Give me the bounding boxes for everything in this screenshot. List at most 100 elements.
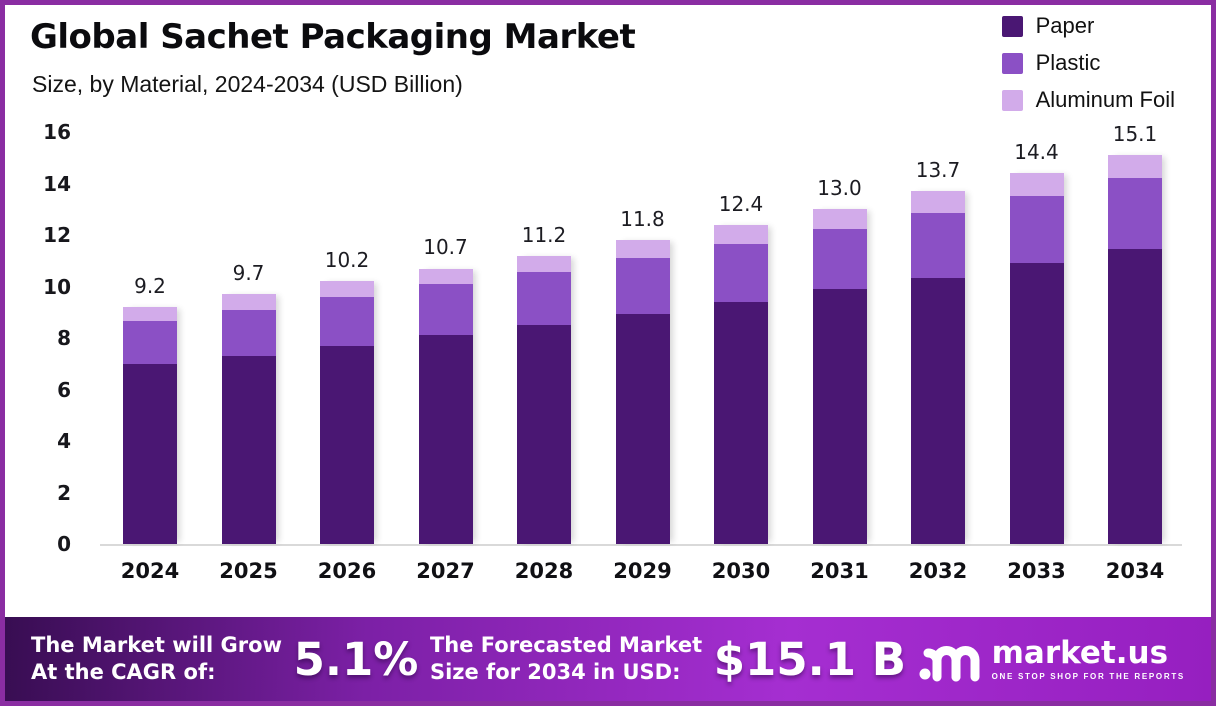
bar-2024 xyxy=(123,307,177,544)
bar-segment-plastic xyxy=(221,309,276,357)
legend-label: Paper xyxy=(1035,13,1095,38)
cagr-value: 5.1% xyxy=(293,632,419,686)
brand-logo: market.us ONE STOP SHOP FOR THE REPORTS xyxy=(918,632,1185,686)
bar-total-label: 9.7 xyxy=(232,261,265,286)
bar-segment-plastic xyxy=(517,272,571,326)
y-tick-label: 16 xyxy=(43,120,71,144)
x-tick-label: 2024 xyxy=(120,559,180,583)
bar-segment-aluminum-foil xyxy=(517,255,571,273)
bar-segment-paper xyxy=(1009,263,1064,544)
bar-segment-paper xyxy=(221,356,276,544)
bar-segment-aluminum-foil xyxy=(615,240,670,259)
x-tick-label: 2027 xyxy=(416,559,475,583)
bar-segment-aluminum-foil xyxy=(911,191,965,214)
page-subtitle: Size, by Material, 2024-2034 (USD Billio… xyxy=(32,71,463,97)
bar-segment-aluminum-foil xyxy=(221,294,276,310)
bar-total-label: 9.2 xyxy=(134,274,166,299)
paper-swatch-icon xyxy=(1001,15,1023,37)
bar-segment-paper xyxy=(517,325,571,544)
bar-segment-paper xyxy=(714,301,768,544)
x-tick-label: 2025 xyxy=(219,559,278,583)
bar-segment-plastic xyxy=(123,321,177,364)
x-tick-label: 2028 xyxy=(514,559,574,583)
x-tick-label: 2032 xyxy=(908,559,968,583)
y-tick-label: 10 xyxy=(43,274,71,299)
market-us-m-icon xyxy=(918,632,982,686)
y-tick-label: 14 xyxy=(43,171,71,196)
bar-2034 xyxy=(1108,155,1162,544)
x-tick-label: 2033 xyxy=(1007,559,1066,583)
forecast-value: $15.1 B xyxy=(713,632,907,686)
bar-total-label: 14.4 xyxy=(1014,140,1059,165)
y-tick-label: 4 xyxy=(57,429,71,453)
legend: Paper Plastic Aluminum Foil xyxy=(1001,13,1175,113)
bar-total-label: 10.7 xyxy=(423,235,468,260)
aluminum-foil-swatch-icon xyxy=(1001,89,1023,111)
bar-segment-plastic xyxy=(1108,178,1162,250)
bar-total-label: 11.2 xyxy=(521,222,567,247)
x-tick-label: 2034 xyxy=(1105,559,1165,583)
bar-total-label: 11.8 xyxy=(620,207,665,232)
bar-2027 xyxy=(418,268,473,544)
brand-text: market.us ONE STOP SHOP FOR THE REPORTS xyxy=(991,634,1185,681)
bar-segment-paper xyxy=(911,277,965,544)
bar-2026 xyxy=(320,281,374,544)
brand-tagline: ONE STOP SHOP FOR THE REPORTS xyxy=(991,671,1185,681)
bar-total-label: 15.1 xyxy=(1112,122,1158,147)
bar-2025 xyxy=(221,294,276,544)
y-tick-label: 12 xyxy=(43,223,71,247)
bar-segment-paper xyxy=(418,335,473,544)
legend-label: Plastic xyxy=(1035,50,1101,75)
legend-item-aluminum-foil: Aluminum Foil xyxy=(1001,87,1175,113)
forecast-label: The Forecasted Market Size for 2034 in U… xyxy=(429,632,703,684)
bar-segment-aluminum-foil xyxy=(320,281,374,297)
plastic-swatch-icon xyxy=(1001,52,1023,74)
bar-total-label: 13.0 xyxy=(817,176,862,201)
bar-2029 xyxy=(615,240,670,544)
bar-segment-aluminum-foil xyxy=(1108,155,1162,179)
bar-segment-paper xyxy=(1108,249,1162,544)
y-tick-label: 0 xyxy=(57,532,71,556)
legend-label: Aluminum Foil xyxy=(1035,87,1175,112)
bar-total-label: 10.2 xyxy=(324,248,370,273)
bar-segment-aluminum-foil xyxy=(714,224,768,245)
x-tick-label: 2029 xyxy=(613,559,672,583)
y-tick-label: 2 xyxy=(57,480,71,505)
cagr-label: The Market will Grow At the CAGR of: xyxy=(31,632,282,684)
bar-segment-paper xyxy=(812,289,867,544)
bar-2031 xyxy=(812,209,867,544)
bar-segment-aluminum-foil xyxy=(418,268,473,284)
bar-segment-plastic xyxy=(1009,196,1064,264)
bar-segment-plastic xyxy=(714,244,768,302)
bar-segment-plastic xyxy=(615,258,670,314)
x-tick-label: 2031 xyxy=(810,559,869,583)
bar-segment-paper xyxy=(615,313,670,544)
bar-segment-plastic xyxy=(812,228,867,290)
bar-segment-plastic xyxy=(911,213,965,278)
bar-segment-aluminum-foil xyxy=(1009,173,1064,197)
bar-2032 xyxy=(911,191,965,544)
y-tick-label: 6 xyxy=(57,377,71,402)
legend-item-paper: Paper xyxy=(1001,13,1175,39)
bar-total-label: 13.7 xyxy=(915,158,961,183)
bar-2033 xyxy=(1009,173,1064,544)
legend-item-plastic: Plastic xyxy=(1001,50,1175,76)
x-tick-label: 2026 xyxy=(317,559,377,583)
bar-segment-paper xyxy=(123,363,177,544)
bar-segment-aluminum-foil xyxy=(123,307,177,322)
bar-segment-plastic xyxy=(320,296,374,346)
bar-2030 xyxy=(714,224,768,544)
bar-segment-paper xyxy=(320,345,374,544)
bar-2028 xyxy=(517,255,571,544)
bar-total-label: 12.4 xyxy=(718,191,764,216)
footer-banner: The Market will Grow At the CAGR of: 5.1… xyxy=(5,617,1211,701)
page-title: Global Sachet Packaging Market xyxy=(30,17,636,57)
y-tick-label: 8 xyxy=(57,326,71,350)
stacked-bar-chart: 0 2 4 6 8 10 12 14 16 9.2 2024 9.7 2025 10.2 2026 10.7 2… xyxy=(5,5,1211,701)
x-tick-label: 2030 xyxy=(711,559,771,583)
x-axis-line xyxy=(100,544,1182,546)
bar-segment-plastic xyxy=(418,283,473,336)
brand-name: market.us xyxy=(991,634,1169,671)
bar-segment-aluminum-foil xyxy=(812,209,867,229)
